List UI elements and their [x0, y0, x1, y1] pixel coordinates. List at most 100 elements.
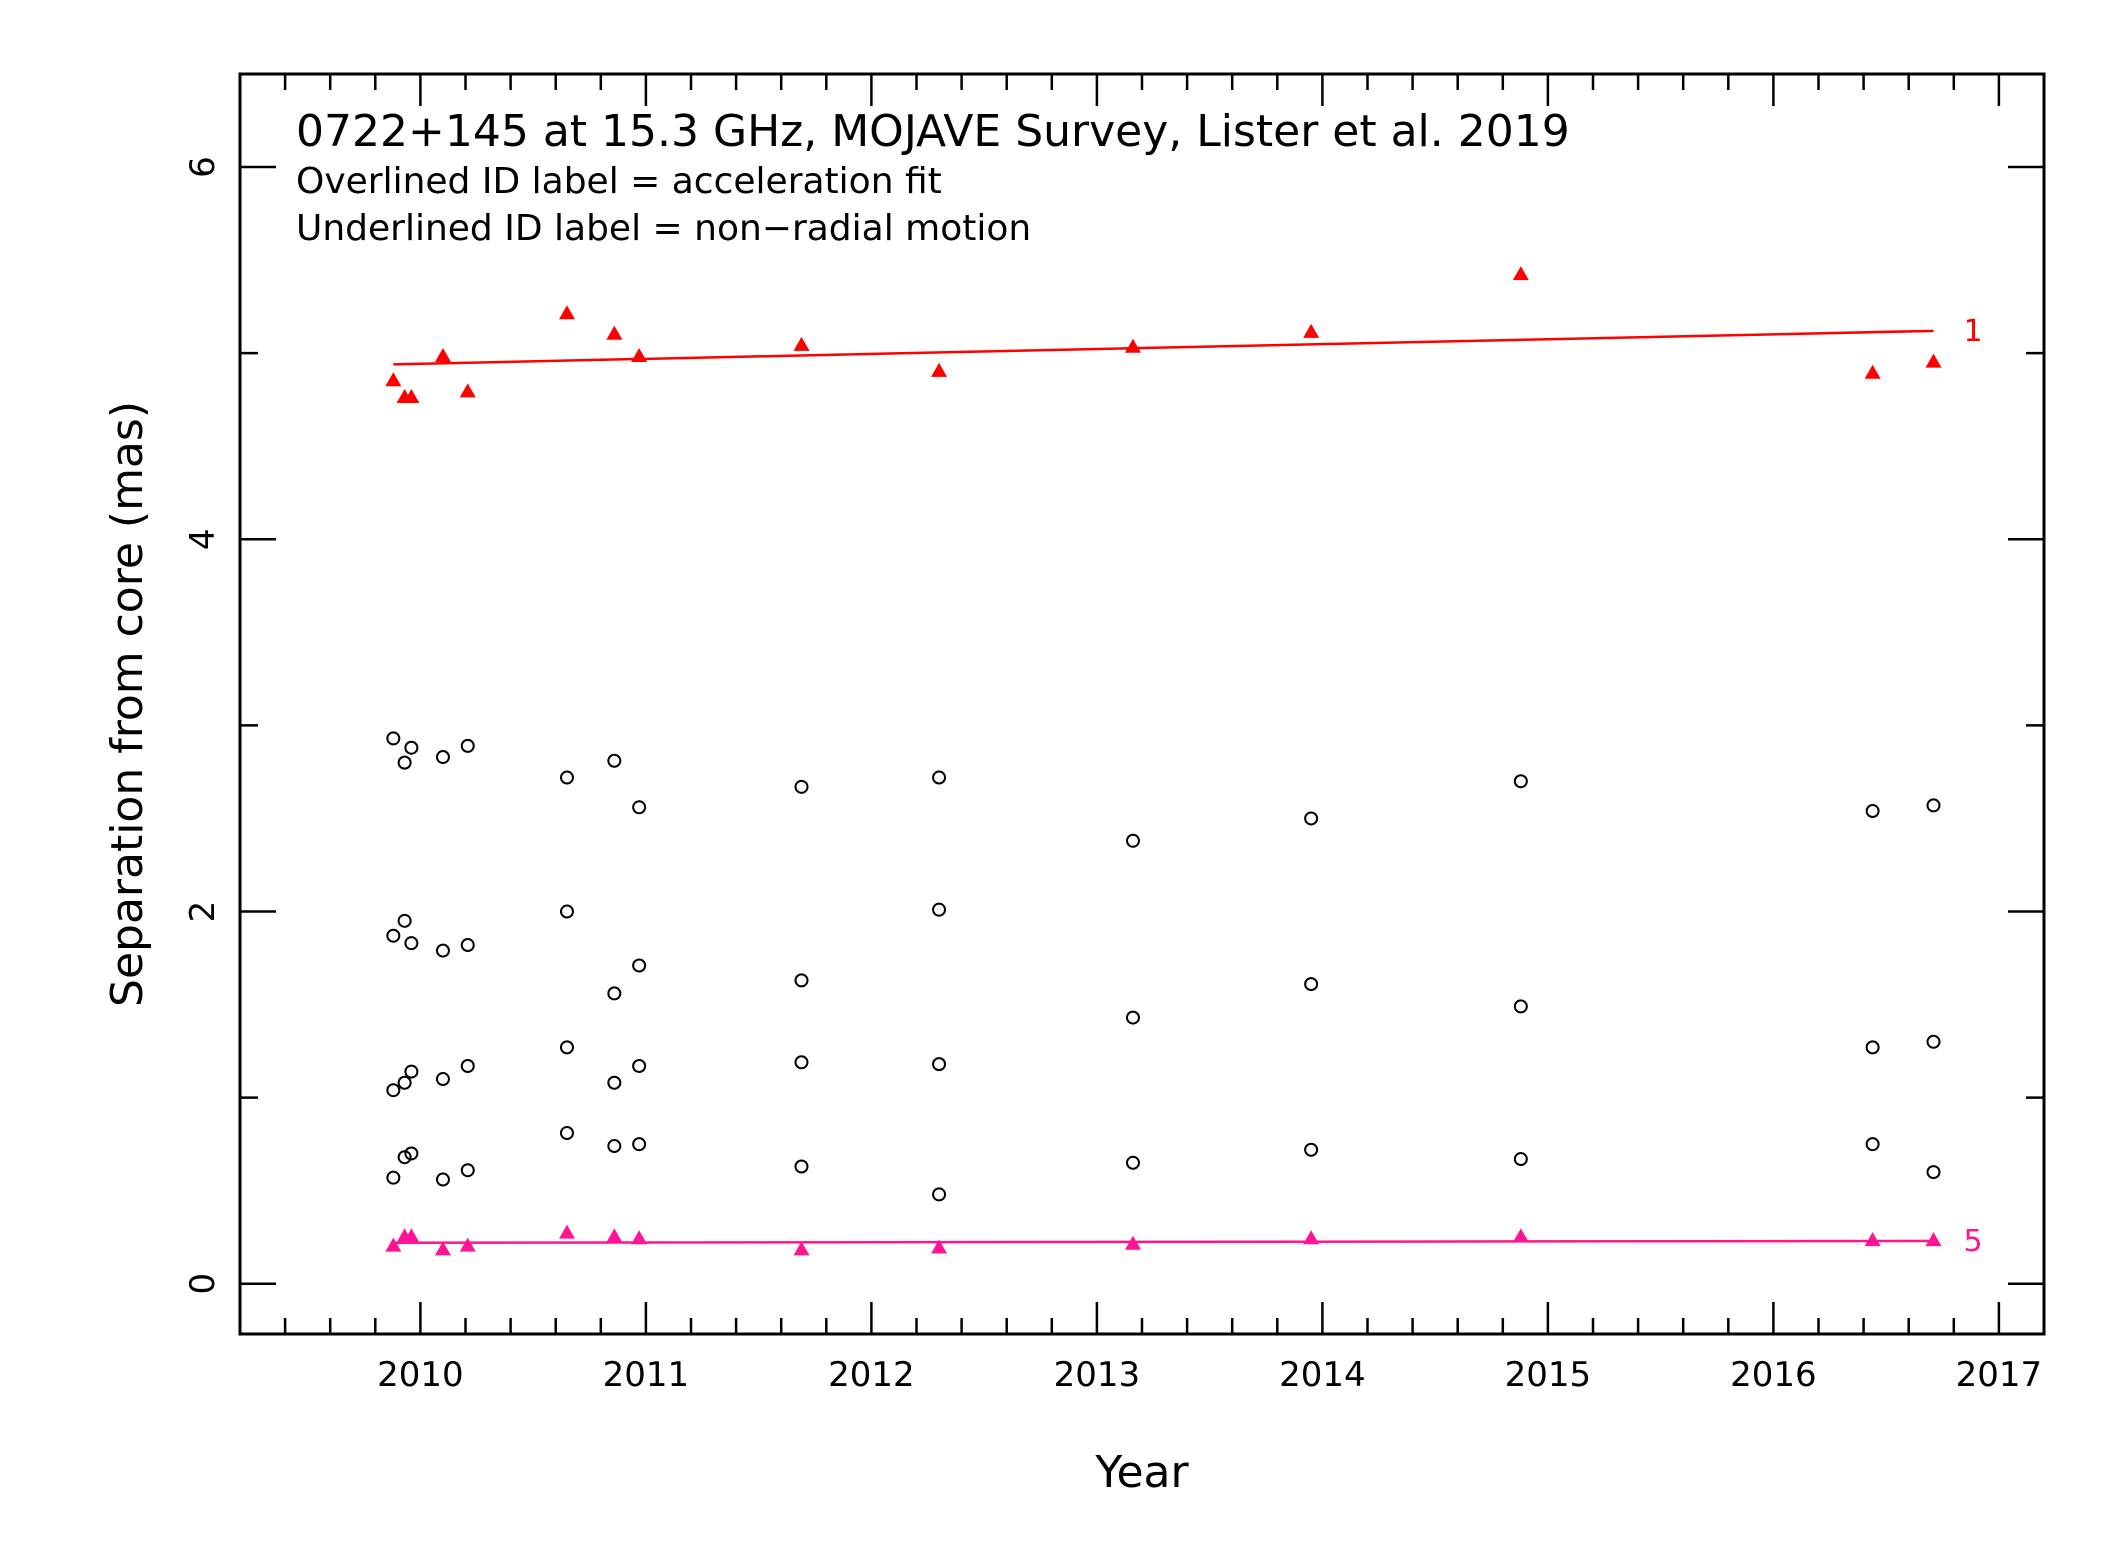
circle-point	[386, 1170, 401, 1185]
circle-point	[404, 740, 419, 755]
axis-ticks	[238, 74, 2046, 1334]
annotation-title: 0722+145 at 15.3 GHz, MOJAVE Survey, Lis…	[296, 106, 1570, 157]
triangle-point	[1512, 266, 1529, 281]
y-tick-label: 0	[183, 1273, 223, 1295]
triangle-point	[1124, 1235, 1141, 1250]
circle-point	[1926, 1165, 1941, 1180]
circle-point	[386, 1083, 401, 1098]
circle-point	[1926, 1034, 1941, 1049]
triangle-point	[1925, 1232, 1942, 1247]
y-tick-labels: 0 2 4 6	[183, 156, 223, 1294]
circle-point	[794, 779, 809, 794]
circle-point	[397, 1150, 412, 1165]
circle-point	[632, 1137, 647, 1152]
circle-point	[460, 1058, 475, 1073]
circle-point	[1513, 1152, 1528, 1167]
triangle-point	[459, 383, 476, 398]
triangle-point	[403, 1228, 420, 1243]
circle-point	[607, 1139, 622, 1154]
triangle-point	[459, 1237, 476, 1252]
triangle-point	[1925, 353, 1942, 368]
triangle-point	[793, 1241, 810, 1256]
circle-point	[932, 1187, 947, 1202]
triangle-point	[793, 336, 810, 351]
triangle-point	[931, 1239, 948, 1254]
circle-point	[404, 1064, 419, 1079]
circle-point	[1865, 1040, 1880, 1055]
circle-point	[559, 1040, 574, 1055]
x-tick-label: 2014	[1279, 1355, 1366, 1395]
fit-label-1: 1	[1964, 314, 1983, 349]
circle-point	[1304, 1142, 1319, 1157]
circle-point	[1513, 774, 1528, 789]
x-tick-label: 2015	[1505, 1355, 1592, 1395]
circle-point	[397, 1075, 412, 1090]
circle-point	[1304, 977, 1319, 992]
triangle-point	[434, 348, 451, 363]
circle-point	[1865, 804, 1880, 819]
circle-point	[932, 902, 947, 917]
circle-point	[1125, 1155, 1140, 1170]
circle-point	[404, 1146, 419, 1161]
fit-lines: 15	[393, 314, 1983, 1259]
circle-point	[607, 986, 622, 1001]
x-tick-label: 2016	[1730, 1355, 1817, 1395]
triangle-point	[558, 1224, 575, 1239]
circle-point	[559, 1125, 574, 1140]
circle-point	[794, 1055, 809, 1070]
triangle-point	[1124, 338, 1141, 353]
triangle-point	[1864, 364, 1881, 379]
triangle-point	[931, 362, 948, 377]
x-tick-label: 2010	[377, 1355, 464, 1395]
triangle-point	[631, 1230, 648, 1245]
circle-point	[607, 753, 622, 768]
triangle-point	[434, 1241, 451, 1256]
circle-point	[435, 1172, 450, 1187]
triangle-point	[606, 1228, 623, 1243]
fit-line-5	[393, 1239, 1934, 1245]
circle-point	[1125, 1010, 1140, 1025]
x-tick-labels: 2010 2011 2012 2013 2014 2015 2016 2017	[377, 1355, 2042, 1395]
plot-frame	[238, 72, 2046, 1336]
triangle-point	[385, 372, 402, 387]
circle-point	[397, 913, 412, 928]
circle-point	[632, 800, 647, 815]
circle-point	[607, 1075, 622, 1090]
circle-point	[1865, 1137, 1880, 1152]
circle-point	[932, 1057, 947, 1072]
circle-point	[1304, 811, 1319, 826]
triangle-point	[403, 388, 420, 403]
triangle-point	[1512, 1228, 1529, 1243]
circle-point	[386, 731, 401, 746]
triangle-point	[1303, 323, 1320, 338]
triangle-point	[631, 348, 648, 363]
circle-point	[632, 958, 647, 973]
circle-point	[559, 770, 574, 785]
circle-point	[632, 1058, 647, 1073]
annotation-overline: Overlined ID label = acceleration fit	[296, 161, 942, 202]
fit-line-1	[393, 329, 1934, 366]
circle-point	[794, 973, 809, 988]
circle-point	[435, 943, 450, 958]
circle-point	[794, 1159, 809, 1174]
fit-label-5: 5	[1964, 1224, 1983, 1259]
circle-point	[559, 904, 574, 919]
triangle-point	[558, 305, 575, 320]
circle-point	[435, 750, 450, 765]
circle-point	[460, 1163, 475, 1178]
circle-point	[1125, 833, 1140, 848]
y-axis-title: Separation from core (mas)	[102, 401, 153, 1007]
y-tick-label: 2	[183, 901, 223, 923]
circle-point	[397, 755, 412, 770]
annotation-underline: Underlined ID label = non−radial motion	[296, 208, 1031, 249]
y-tick-label: 4	[183, 528, 223, 550]
triangle-point	[1864, 1232, 1881, 1247]
x-axis-title: Year	[1094, 1447, 1189, 1498]
data-points	[385, 266, 1942, 1256]
triangle-point	[385, 1237, 402, 1252]
circle-point	[1513, 999, 1528, 1014]
x-tick-label: 2011	[603, 1355, 690, 1395]
circle-point	[404, 936, 419, 951]
circle-point	[460, 938, 475, 953]
